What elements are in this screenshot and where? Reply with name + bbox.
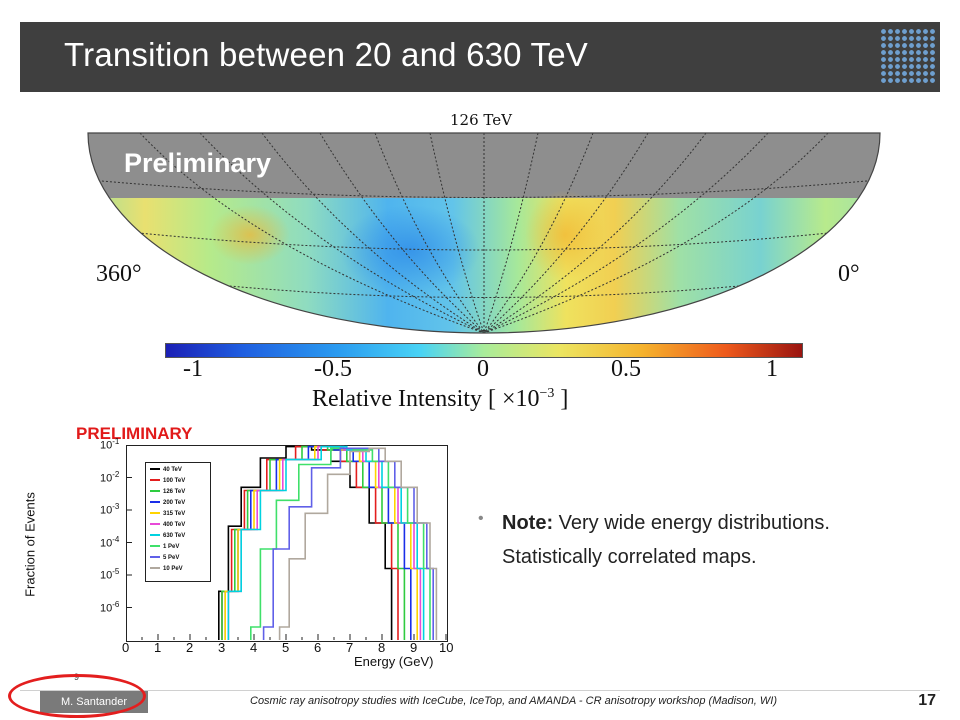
colorbar-tick: 1: [766, 356, 778, 382]
series-line-200-tev: [224, 445, 412, 640]
preliminary-watermark: Preliminary: [124, 148, 272, 178]
x-tick-label: 9: [410, 640, 418, 655]
plot-preliminary-watermark: PRELIMINARY: [76, 424, 193, 443]
series-line-1-pev: [250, 447, 431, 640]
series-line-10-pev: [278, 447, 438, 640]
footer-citation: Cosmic ray anisotropy studies with IceCu…: [250, 695, 777, 707]
colorbar-tick: -1: [183, 356, 203, 382]
x-tick-label: 10: [439, 640, 454, 655]
x-tick-label: 4: [250, 640, 258, 655]
map-grid: [89, 133, 879, 333]
plot-legend: 40 TeV 100 TeV 126 TeV 200 TeV 315 TeV 400 Te…: [145, 462, 211, 582]
legend-entry: 126 TeV: [150, 489, 185, 499]
colorbar-label: Relative Intensity [ ×10−3 ]: [312, 386, 569, 412]
highlight-ring: [8, 674, 146, 718]
note-text: Note: Very wide energy distributions. St…: [502, 512, 830, 568]
legend-swatch: [150, 468, 160, 471]
legend-swatch: [150, 556, 160, 559]
legend-swatch: [150, 523, 160, 526]
slide-header: Transition between 20 and 630 TeV: [20, 22, 940, 92]
x-tick-label: 2: [186, 640, 194, 655]
legend-entry: 100 TeV: [150, 478, 185, 488]
y-tick-label: 10-3: [100, 502, 120, 517]
x-tick-label: 8: [378, 640, 386, 655]
skymap-title: 126 TeV: [450, 111, 512, 129]
intensity-map: [88, 198, 880, 333]
legend-swatch: [150, 501, 160, 504]
y-tick-label: 10-2: [100, 469, 120, 485]
colorbar-tick: 0.5: [611, 356, 641, 382]
dot-grid-logo-icon: [880, 28, 936, 84]
legend-entry: 630 TeV: [150, 533, 185, 543]
plot-y-axis-label: Fraction of Events: [22, 492, 38, 597]
legend-entry: 1 PeV: [150, 544, 179, 554]
ra-right-label: 0°: [838, 261, 860, 287]
colorbar-tick: -0.5: [314, 356, 352, 382]
y-tick-label: 10-5: [100, 567, 120, 582]
y-tick-label: 10-1: [100, 437, 120, 452]
legend-swatch: [150, 534, 160, 537]
legend-swatch: [150, 490, 160, 493]
legend-entry: 10 PeV: [150, 566, 183, 576]
series-line-100-tev: [221, 445, 399, 640]
colorbar-tick: 0: [477, 356, 489, 382]
legend-entry: 400 TeV: [150, 522, 185, 532]
x-tick-label: 0: [122, 640, 130, 655]
legend-entry: 40 TeV: [150, 467, 182, 477]
bullet-icon: •: [478, 510, 484, 527]
plot-x-axis-label: Energy (GeV): [354, 654, 434, 669]
x-tick-label: 6: [314, 640, 322, 655]
page-number: 17: [918, 692, 936, 709]
legend-entry: 5 PeV: [150, 555, 179, 565]
ra-left-label: 360°: [96, 261, 142, 287]
y-tick-label: 10-4: [100, 534, 120, 550]
legend-swatch: [150, 567, 160, 570]
slide-title: Transition between 20 and 630 TeV: [64, 36, 588, 73]
legend-swatch: [150, 479, 160, 482]
intensity-colorbar: [165, 343, 803, 358]
legend-swatch: [150, 512, 160, 515]
series-line-40-tev: [218, 445, 393, 640]
legend-entry: 200 TeV: [150, 500, 185, 510]
masked-sky-region: [88, 133, 880, 203]
legend-entry: 315 TeV: [150, 511, 185, 521]
y-tick-label: 10-6: [100, 599, 120, 615]
x-tick-label: 1: [154, 640, 162, 655]
legend-swatch: [150, 545, 160, 548]
x-tick-label: 5: [282, 640, 290, 655]
x-tick-label: 3: [218, 640, 226, 655]
series-line-126-tev: [221, 445, 406, 640]
energy-distribution-plot: [126, 445, 447, 640]
x-tick-label: 7: [346, 640, 354, 655]
series-line-630-tev: [227, 445, 425, 640]
slide-footer: M. Santander Cosmic ray anisotropy studi…: [20, 690, 940, 717]
